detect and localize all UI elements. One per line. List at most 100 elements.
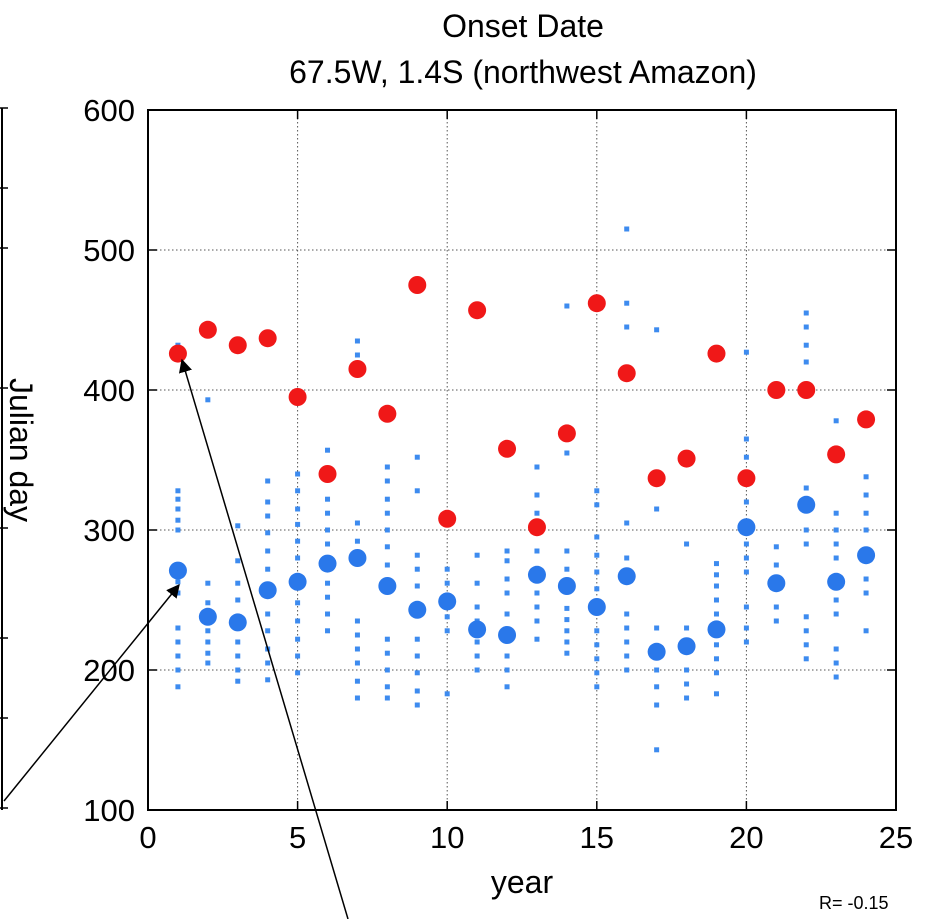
observed-points <box>168 276 876 537</box>
ensemble-point <box>354 352 360 358</box>
ensemble-point <box>325 510 331 516</box>
ensemble-point <box>235 558 241 564</box>
ensemble-point <box>384 562 390 568</box>
observed-point <box>378 404 397 423</box>
ensemble-point <box>295 618 301 624</box>
x-tick-label: 25 <box>879 820 913 855</box>
ensemble-point <box>474 667 480 673</box>
mean-point <box>737 518 756 537</box>
ensemble-point <box>265 566 271 572</box>
ensemble-point <box>684 667 690 673</box>
ensemble-point <box>833 597 839 603</box>
observed-point <box>168 344 187 363</box>
observed-point <box>527 518 546 537</box>
observed-point <box>587 294 606 313</box>
ensemble-point <box>325 580 331 586</box>
ensemble-point <box>713 642 719 648</box>
ensemble-point <box>474 552 480 558</box>
ensemble-point <box>384 650 390 656</box>
ensemble-point <box>295 471 301 477</box>
y-tick-labels: 100200300400500600 <box>83 93 135 828</box>
y-tick-label: 100 <box>83 793 135 828</box>
ensemble-point <box>235 678 241 684</box>
ensemble-point <box>414 653 420 659</box>
ensemble-point <box>384 695 390 701</box>
ensemble-point <box>564 617 570 623</box>
ensemble-point <box>534 604 540 610</box>
ensemble-point <box>354 695 360 701</box>
ensemble-point <box>743 436 749 442</box>
ensemble-point <box>414 488 420 494</box>
ensemble-point <box>325 594 331 600</box>
ensemble-point <box>564 548 570 554</box>
observed-point <box>737 469 756 488</box>
mean-point <box>168 561 187 580</box>
ensemble-point <box>803 614 809 620</box>
mean-point <box>468 620 487 639</box>
ensemble-point <box>235 580 241 586</box>
observed-point <box>617 364 636 383</box>
mean-point <box>348 549 367 567</box>
ensemble-point <box>654 506 660 512</box>
ensemble-point <box>594 656 600 662</box>
mean-point <box>857 546 876 565</box>
ensemble-point <box>265 530 271 536</box>
ensemble-point <box>384 527 390 533</box>
ensemble-point <box>384 496 390 502</box>
mean-point <box>557 577 576 595</box>
ensemble-point <box>624 653 630 659</box>
ensemble-point <box>654 327 660 333</box>
ensemble-point <box>863 510 869 516</box>
ensemble-point <box>803 485 809 491</box>
ensemble-point <box>743 499 749 505</box>
ensemble-point <box>713 597 719 603</box>
ensemble-point <box>624 639 630 645</box>
ensemble-point <box>504 653 510 659</box>
observed-point <box>228 336 247 355</box>
ensemble-point <box>175 496 181 502</box>
observed-point <box>408 276 427 294</box>
ensemble-point <box>414 454 420 460</box>
ensemble-point <box>354 660 360 666</box>
ensemble-point <box>743 569 749 575</box>
ensemble-point <box>803 656 809 662</box>
ensemble-point <box>534 548 540 554</box>
ensemble-point <box>803 324 809 330</box>
observed-point <box>198 320 217 339</box>
ensemble-point <box>594 628 600 634</box>
ensemble-point <box>265 677 271 683</box>
x-tick-label: 20 <box>729 820 763 855</box>
ensemble-point <box>713 561 719 567</box>
ensemble-point <box>863 474 869 480</box>
ensemble-point <box>773 618 779 624</box>
mean-point <box>228 613 247 632</box>
mean-point <box>527 565 546 584</box>
ensemble-point <box>534 464 540 470</box>
ensemble-point <box>205 660 211 666</box>
ensemble-point <box>205 650 211 656</box>
ensemble-point <box>384 510 390 516</box>
ensemble-point <box>235 653 241 659</box>
x-axis-label: year <box>491 864 554 900</box>
ensemble-point <box>803 342 809 348</box>
ensemble-point <box>534 618 540 624</box>
ensemble-point <box>713 691 719 697</box>
ensemble-point <box>474 639 480 645</box>
ensemble-point <box>295 636 301 642</box>
ensemble-point <box>325 527 331 533</box>
chart-subtitle: 67.5W, 1.4S (northwest Amazon) <box>289 54 757 90</box>
ensemble-point <box>833 527 839 533</box>
ensemble-point <box>325 541 331 547</box>
ensemble-point <box>265 548 271 554</box>
ensemble-point <box>175 488 181 494</box>
ensemble-point <box>504 667 510 673</box>
mean-point <box>707 620 726 639</box>
ensemble-point <box>594 502 600 508</box>
ensemble-point <box>833 674 839 680</box>
ensemble-point <box>384 544 390 550</box>
chart-title: Onset Date <box>442 8 604 44</box>
arrow-to-observed-point <box>178 358 349 919</box>
ensemble-point <box>594 586 600 592</box>
mean-point <box>438 592 457 611</box>
ensemble-point <box>564 450 570 456</box>
